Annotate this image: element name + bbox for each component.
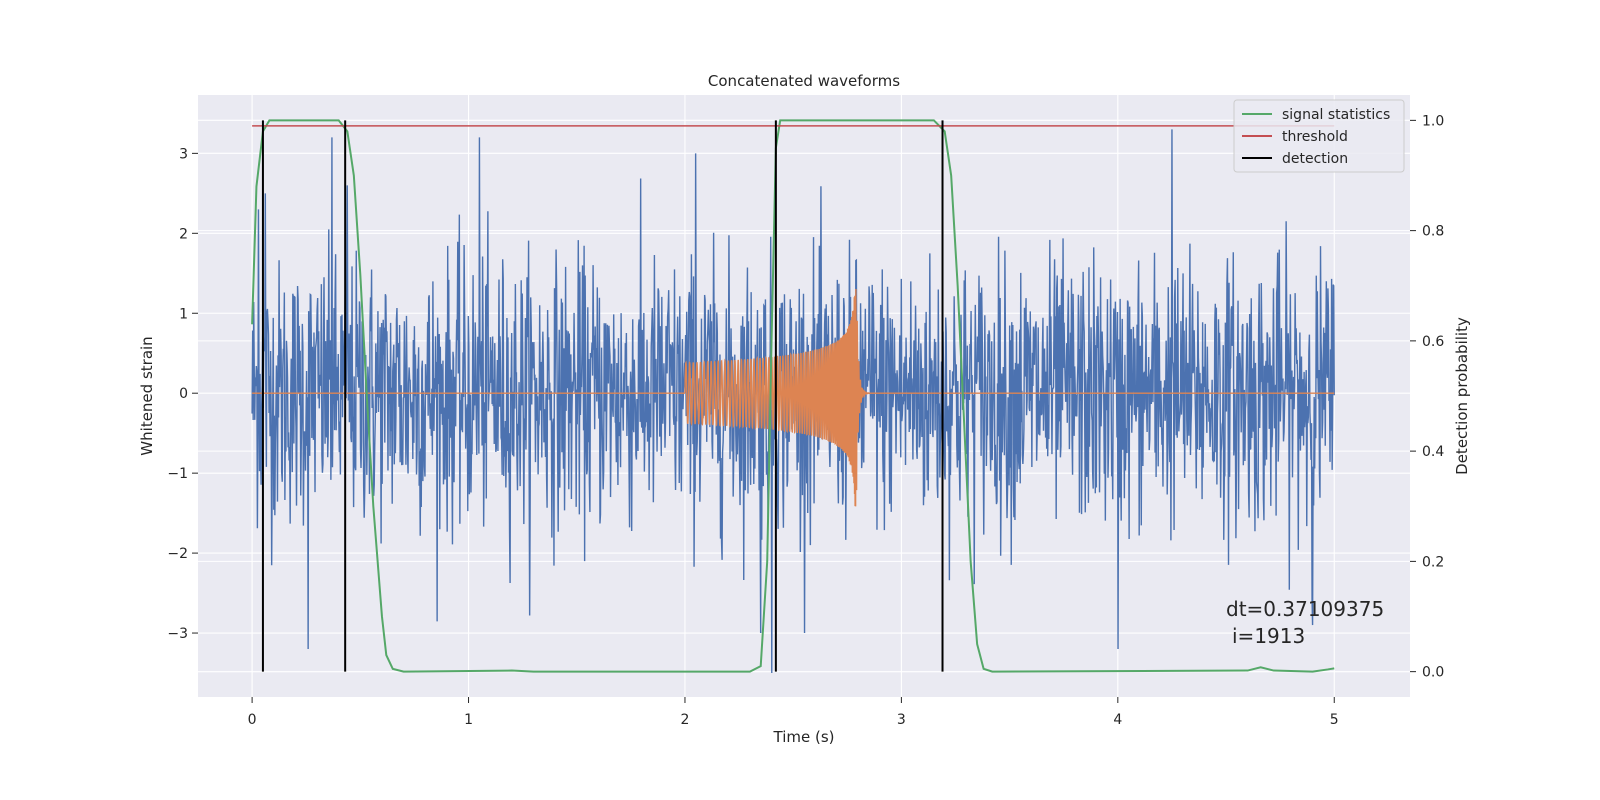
left-y-tick-label: 2 [179, 226, 188, 242]
right-y-axis-label: Detection probability [1453, 317, 1471, 475]
x-tick-label: 1 [464, 712, 473, 728]
right-y-tick-label: 1.0 [1422, 113, 1444, 129]
detection-lines [261, 120, 944, 672]
x-axis-ticks: 0 1 2 3 4 5 [248, 697, 1339, 728]
template-series-line [252, 289, 1335, 507]
signal-statistics-line [251, 119, 1335, 673]
right-y-tick-label: 0.4 [1422, 444, 1444, 460]
left-y-tick-label: 3 [179, 146, 188, 162]
legend: signal statistics threshold detection [1233, 99, 1405, 173]
legend-label-threshold: threshold [1282, 129, 1348, 145]
left-y-tick-label: −3 [167, 626, 188, 642]
left-y-tick-label: −1 [167, 466, 188, 482]
legend-box [1233, 99, 1405, 173]
x-tick-label: 5 [1330, 712, 1339, 728]
left-y-axis-label: Whitened strain [138, 336, 156, 455]
right-y-axis-ticks: 0.0 0.2 0.4 0.6 0.8 1.0 [1410, 113, 1444, 681]
chart-title: Concatenated waveforms [708, 72, 900, 90]
left-y-axis-ticks: −3 −2 −1 0 1 2 3 [167, 146, 198, 642]
plot-series [251, 119, 1335, 674]
x-axis-label: Time (s) [773, 728, 835, 746]
annotation-dt: dt=0.37109375 [1226, 597, 1384, 621]
right-y-tick-label: 0.6 [1422, 334, 1444, 350]
left-y-tick-label: 0 [179, 386, 188, 402]
left-y-tick-label: −2 [167, 546, 188, 562]
x-tick-label: 0 [248, 712, 257, 728]
right-y-tick-label: 0.2 [1422, 554, 1444, 570]
legend-label-detection: detection [1282, 151, 1348, 167]
legend-label-signal-statistics: signal statistics [1282, 107, 1390, 123]
right-y-tick-label: 0.0 [1422, 665, 1444, 681]
right-y-tick-label: 0.8 [1422, 224, 1444, 240]
x-tick-label: 4 [1113, 712, 1122, 728]
x-tick-label: 2 [681, 712, 690, 728]
x-tick-label: 3 [897, 712, 906, 728]
left-y-tick-label: 1 [179, 306, 188, 322]
annotation-index: i=1913 [1232, 624, 1305, 648]
